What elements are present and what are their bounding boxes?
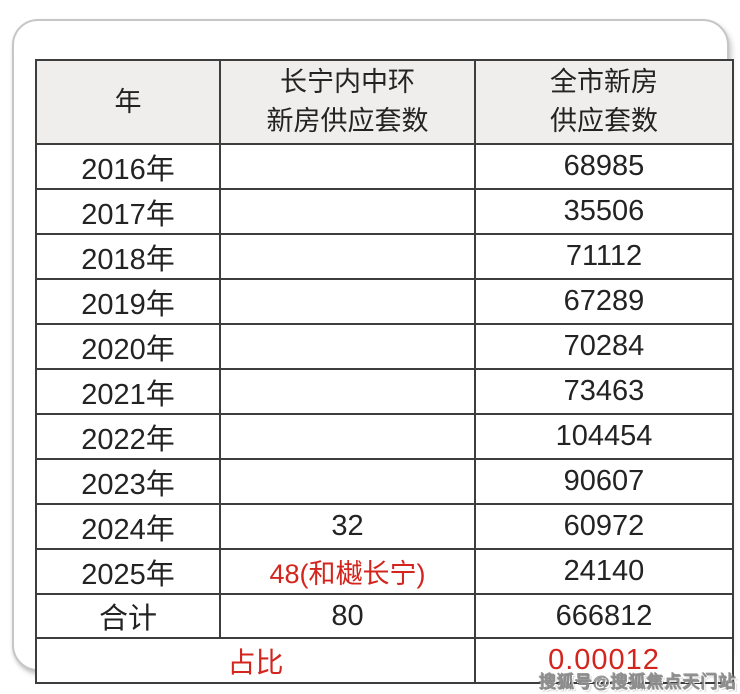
header-changning-line2: 新房供应套数 [266,106,429,136]
year-cell: 2017年 [35,188,221,235]
table-row: 2022年 104454 [35,413,734,460]
changning-cell [219,233,476,280]
year-cell: 2022年 [35,413,221,460]
year-cell: 2016年 [35,143,221,190]
ratio-label-cell: 占比 [35,637,476,684]
table-footer: 合计 80 666812 占比 0.00012 [35,593,734,684]
table-row: 2024年 32 60972 [35,503,734,550]
city-cell: 68985 [474,143,734,190]
header-city-supply: 全市新房 供应套数 [474,59,734,145]
header-city-line1: 全市新房 [550,67,658,97]
table-row: 2025年 48(和樾长宁) 24140 [35,548,734,595]
header-year: 年 [35,59,221,145]
header-city-line2: 供应套数 [550,106,658,136]
watermark: 搜狐号@搜狐焦点天门站 [539,673,737,692]
city-cell: 60972 [474,503,734,550]
year-cell: 2024年 [35,503,221,550]
header-changning-line1: 长宁内中环 [280,67,415,97]
header-changning-supply: 长宁内中环 新房供应套数 [219,59,476,145]
table-row: 2021年 73463 [35,368,734,415]
changning-cell [219,368,476,415]
header-row: 年 长宁内中环 新房供应套数 全市新房 供应套数 [35,59,734,145]
year-cell: 2018年 [35,233,221,280]
changning-cell: 48(和樾长宁) [219,548,476,595]
supply-table: 年 长宁内中环 新房供应套数 全市新房 供应套数 2016年 68985 201… [35,59,734,684]
table-row: 2017年 35506 [35,188,734,235]
city-cell: 24140 [474,548,734,595]
changning-cell [219,143,476,190]
table-row: 2018年 71112 [35,233,734,280]
table-row: 2023年 90607 [35,458,734,505]
changning-cell [219,458,476,505]
city-cell: 104454 [474,413,734,460]
changning-cell [219,323,476,370]
changning-cell [219,188,476,235]
changning-cell [219,278,476,325]
changning-cell [219,413,476,460]
ratio-value-cell: 0.00012 [474,637,734,684]
year-cell: 2020年 [35,323,221,370]
year-cell: 2019年 [35,278,221,325]
ratio-row: 占比 0.00012 [35,637,734,684]
city-cell: 90607 [474,458,734,505]
table-card: 年 长宁内中环 新房供应套数 全市新房 供应套数 2016年 68985 201… [12,19,734,684]
table-row: 2019年 67289 [35,278,734,325]
total-row: 合计 80 666812 [35,593,734,639]
changning-cell: 32 [219,503,476,550]
table-body: 2016年 68985 2017年 35506 2018年 71112 2019… [35,143,734,595]
year-cell: 2021年 [35,368,221,415]
city-cell: 67289 [474,278,734,325]
year-cell: 2025年 [35,548,221,595]
total-label-cell: 合计 [35,593,221,639]
table-row: 2016年 68985 [35,143,734,190]
city-cell: 35506 [474,188,734,235]
table-row: 2020年 70284 [35,323,734,370]
city-cell: 70284 [474,323,734,370]
total-changning-cell: 80 [219,593,476,639]
city-cell: 73463 [474,368,734,415]
total-city-cell: 666812 [474,593,734,639]
city-cell: 71112 [474,233,734,280]
year-cell: 2023年 [35,458,221,505]
